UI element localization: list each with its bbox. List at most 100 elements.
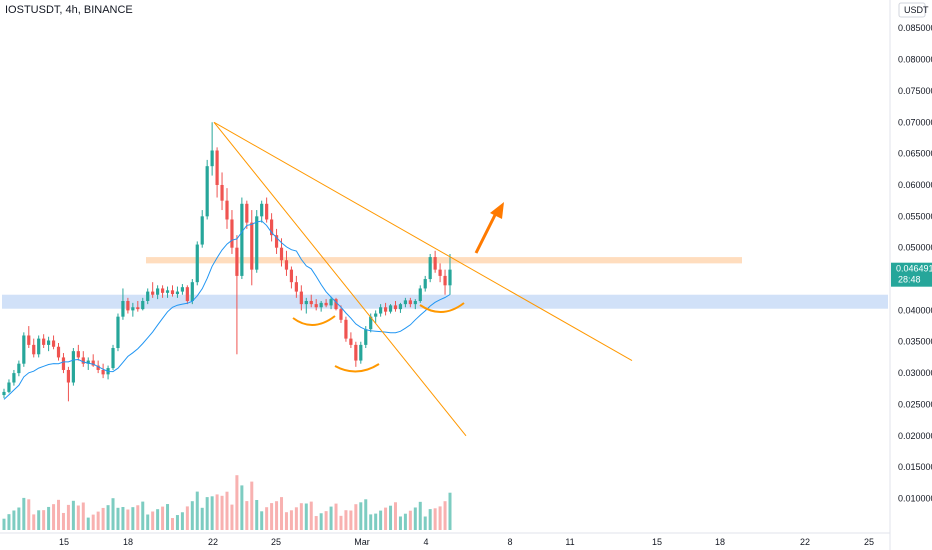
volume-bar: [344, 510, 348, 530]
candle-body: [37, 338, 41, 355]
candle-body: [289, 269, 294, 283]
current-price-label: 0.046491: [896, 264, 932, 274]
candle-body: [329, 299, 333, 306]
candle-body: [443, 275, 447, 286]
trendline-upper: [213, 121, 633, 361]
volume-bar: [175, 515, 179, 530]
candle-body: [364, 329, 368, 345]
volume-bar: [379, 510, 383, 530]
candle-body: [200, 216, 204, 245]
candle-body: [408, 300, 412, 305]
candle-body: [423, 279, 427, 289]
candle-body: [170, 290, 175, 295]
currency-label: USDT: [904, 5, 929, 15]
drawings-layer: [213, 121, 633, 437]
volume-bar: [448, 492, 452, 530]
candle-body: [22, 335, 26, 364]
volume-bar: [403, 513, 407, 530]
candle-body: [319, 302, 323, 308]
volume-bar: [413, 507, 417, 530]
volume-bar: [359, 502, 363, 530]
volume-bar: [369, 514, 373, 530]
candle-body: [56, 346, 61, 358]
volume-bar: [235, 475, 239, 530]
volume-bar: [57, 499, 61, 530]
volume-bar: [76, 505, 80, 530]
price-tick-label: 0.030000: [898, 368, 932, 378]
volume-bar: [200, 507, 204, 530]
volume-bar: [180, 512, 184, 530]
volume-bar: [111, 498, 115, 530]
candle-body: [284, 260, 289, 270]
candle-body: [250, 222, 254, 270]
volume-bar: [91, 514, 95, 530]
candle-body: [393, 305, 398, 310]
volume-bar: [71, 500, 75, 530]
candle-body: [339, 309, 343, 320]
candle-body: [101, 369, 105, 375]
candle-body: [299, 291, 303, 305]
price-tick-label: 0.075000: [898, 86, 932, 96]
candle-body: [349, 338, 353, 345]
candle-body: [413, 300, 417, 305]
volume-bar: [96, 511, 100, 530]
candle-body: [81, 357, 85, 364]
volume-bar: [428, 509, 432, 530]
volume-bar: [131, 507, 135, 530]
candle-body: [433, 257, 437, 270]
volume-bar: [47, 506, 51, 530]
price-tick-label: 0.085000: [898, 23, 932, 33]
candle-body: [71, 351, 75, 383]
candle-body: [27, 335, 31, 345]
candle-body: [403, 300, 407, 305]
candle-body: [265, 203, 269, 220]
candle-body: [324, 302, 328, 306]
candle-body: [314, 304, 318, 308]
candle-body: [230, 219, 234, 248]
price-tick-label: 0.015000: [898, 462, 932, 472]
candle-body: [220, 184, 224, 201]
volume-bar: [260, 511, 264, 530]
volume-bar: [339, 515, 343, 530]
price-tick-label: 0.060000: [898, 180, 932, 190]
price-tick-label: 0.055000: [898, 211, 932, 221]
trendline-steep: [213, 121, 467, 437]
candle-body: [86, 360, 90, 364]
volume-bar: [161, 506, 165, 530]
volume-layer: [2, 475, 452, 530]
candle-body: [96, 365, 100, 370]
volume-bar: [284, 512, 288, 530]
candle-body: [255, 216, 259, 270]
price-tick-label: 0.020000: [898, 431, 932, 441]
breakout-arrow-head: [490, 202, 504, 219]
volume-bar: [364, 499, 368, 530]
candle-body: [245, 203, 249, 223]
volume-bar: [126, 509, 130, 530]
price-tick-label: 0.035000: [898, 337, 932, 347]
volume-bar: [230, 504, 234, 530]
volume-bar: [408, 510, 412, 530]
candle-body: [334, 299, 338, 310]
time-axis: 15 18 22 25 Mar 4 8 11 15 18 22 25: [59, 537, 874, 547]
volume-bar: [384, 507, 388, 530]
time-tick-label: 15: [59, 537, 69, 547]
candle-body: [116, 316, 120, 349]
candle-body: [438, 269, 442, 276]
candle-body: [51, 340, 56, 347]
candle-body: [374, 313, 378, 317]
volume-bar: [66, 504, 70, 530]
candle-body: [126, 300, 130, 311]
price-tick-label: 0.010000: [898, 494, 932, 504]
volume-bar: [17, 507, 21, 530]
price-tick-label: 0.065000: [898, 149, 932, 159]
candle-body: [359, 344, 363, 361]
volume-bar: [27, 499, 31, 530]
candle-body: [180, 287, 184, 292]
price-tick-label: 0.040000: [898, 305, 932, 315]
currency-box: [898, 2, 926, 18]
volume-bar: [349, 510, 353, 530]
shoulder-arc-right: [419, 302, 465, 313]
candle-body: [32, 344, 36, 355]
support-zone: [2, 294, 888, 309]
